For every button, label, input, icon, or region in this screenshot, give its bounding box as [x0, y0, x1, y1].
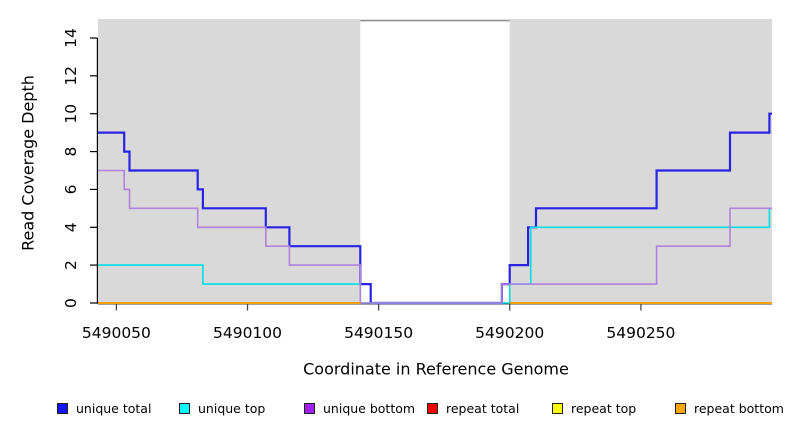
x-tick-label: 5490150 [344, 324, 413, 342]
legend-item-repeat-total: repeat total [427, 399, 519, 417]
y-tick-label: 4 [62, 222, 80, 232]
x-tick-label: 5490100 [213, 324, 282, 342]
legend-swatch-icon [179, 402, 190, 414]
y-tick-label: 6 [62, 184, 80, 194]
y-tick-label: 8 [62, 147, 80, 157]
legend-swatch-icon [57, 402, 68, 414]
x-tick-label: 5490250 [606, 324, 675, 342]
legend-item-unique-total: unique total [57, 399, 151, 417]
shaded-region [509, 19, 772, 303]
legend-label: unique top [198, 400, 266, 416]
y-tick-label: 2 [62, 260, 80, 270]
y-tick-label: 14 [62, 28, 80, 48]
legend-item-unique-top: unique top [179, 399, 265, 417]
coverage-line-unique-top [98, 207, 772, 304]
legend-label: repeat total [446, 400, 520, 416]
y-tick-label: 10 [62, 104, 80, 124]
legend-label: unique total [76, 400, 152, 416]
y-tick-label: 0 [62, 298, 80, 308]
legend-swatch-icon [552, 402, 563, 414]
y-axis-title: Read Coverage Depth [18, 75, 38, 251]
legend-item-unique-bottom: unique bottom [304, 399, 415, 417]
legend-swatch-icon [675, 402, 686, 414]
coverage-line-unique-bottom [98, 169, 772, 304]
x-tick-label: 5490200 [475, 324, 544, 342]
legend-item-repeat-bottom: repeat bottom [675, 399, 784, 417]
legend-swatch-icon [427, 402, 438, 414]
x-tick-label: 5490050 [82, 324, 151, 342]
shaded-region [98, 19, 361, 303]
coverage-line-unique-total [98, 112, 772, 305]
legend-label: repeat bottom [694, 400, 784, 416]
x-axis-title: Coordinate in Reference Genome [303, 359, 569, 379]
legend-item-repeat-top: repeat top [552, 399, 636, 417]
legend-label: repeat top [571, 400, 637, 416]
legend: unique total unique top unique bottom repea… [0, 399, 792, 417]
y-tick-label: 12 [62, 66, 80, 86]
legend-label: unique bottom [323, 400, 416, 416]
legend-swatch-icon [304, 402, 315, 414]
